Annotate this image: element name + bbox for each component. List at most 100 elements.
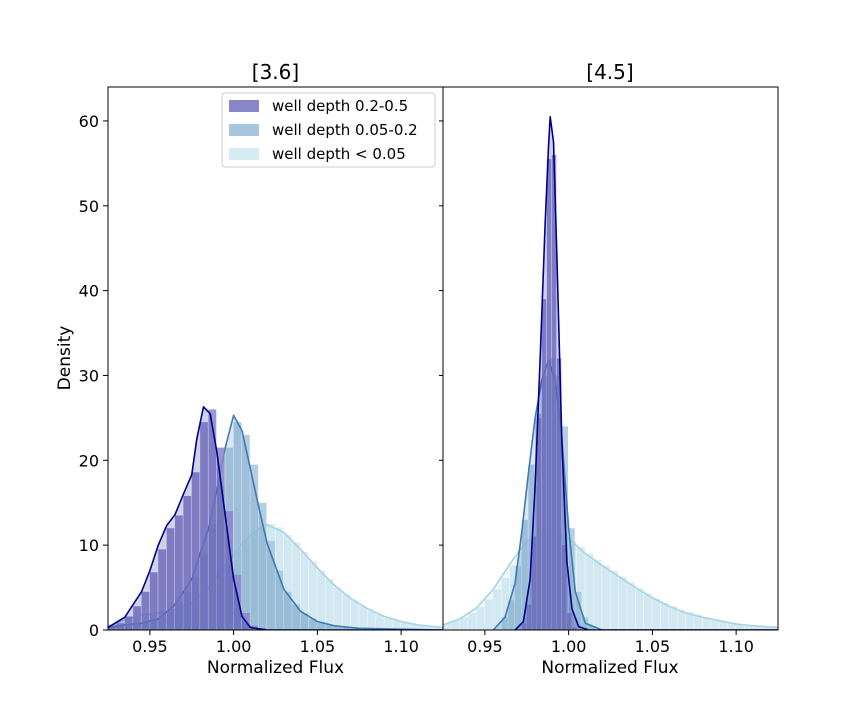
kde-area bbox=[443, 531, 778, 630]
hist-bar bbox=[501, 578, 510, 630]
hist-bar bbox=[401, 622, 409, 630]
hist-bar bbox=[548, 358, 555, 630]
hist-bar bbox=[208, 409, 217, 630]
hist-bar bbox=[158, 549, 167, 630]
hist-bar bbox=[325, 624, 334, 630]
hist-bar bbox=[719, 620, 728, 630]
y-tick-label: 30 bbox=[79, 366, 99, 385]
panel-right-title: [4.5] bbox=[586, 60, 633, 84]
hist-bar bbox=[501, 617, 508, 630]
hist-bar bbox=[250, 464, 259, 630]
kde-area bbox=[108, 415, 443, 630]
hist-bar bbox=[292, 542, 301, 630]
hist-bar bbox=[566, 613, 572, 630]
hist-bar bbox=[669, 606, 677, 630]
panel-1-content bbox=[443, 115, 778, 630]
hist-bar bbox=[342, 594, 351, 630]
hist-bar bbox=[556, 358, 562, 630]
series-0-2 bbox=[108, 406, 443, 630]
hist-bar bbox=[242, 434, 250, 630]
hist-bar bbox=[652, 598, 661, 630]
hist-bar bbox=[476, 607, 485, 630]
hist-bar bbox=[300, 613, 309, 630]
hist-bar bbox=[593, 559, 602, 630]
legend-label-0: well depth 0.2-0.5 bbox=[272, 97, 408, 115]
hist-bar bbox=[233, 422, 242, 630]
panel-0-content bbox=[108, 406, 443, 630]
hist-bar bbox=[660, 602, 669, 630]
hist-bar bbox=[536, 417, 542, 630]
legend-frame bbox=[221, 92, 436, 168]
kde-area bbox=[108, 406, 443, 630]
hist-bar bbox=[635, 588, 644, 630]
hist-bar bbox=[702, 617, 711, 630]
hist-bar bbox=[685, 612, 694, 630]
hist-bar bbox=[141, 591, 150, 630]
hist-bar bbox=[149, 572, 158, 630]
legend-label-1: well depth 0.05-0.2 bbox=[272, 121, 418, 139]
hist-bar bbox=[459, 617, 468, 630]
x-tick-label: 1.00 bbox=[216, 637, 252, 656]
hist-bar bbox=[342, 627, 351, 630]
hist-bar bbox=[744, 624, 753, 630]
hist-bar bbox=[561, 545, 567, 630]
hist-bar bbox=[752, 625, 761, 630]
hist-bar bbox=[124, 616, 133, 630]
hist-bar bbox=[551, 154, 557, 630]
hist-bar bbox=[283, 591, 292, 630]
y-axis-label-group: Density bbox=[55, 326, 75, 391]
hist-bar bbox=[521, 519, 528, 630]
legend-label-2: well depth < 0.05 bbox=[272, 145, 406, 163]
kde-line bbox=[514, 115, 778, 630]
panel-right: [4.5] Normalized Flux 0.95 1.00 1.05 1.10 bbox=[439, 60, 779, 678]
hist-bar bbox=[334, 587, 342, 630]
y-tick-label: 50 bbox=[79, 197, 99, 216]
hist-bar bbox=[108, 626, 116, 630]
hist-bar bbox=[283, 534, 292, 630]
panel-left-title: [3.6] bbox=[252, 60, 299, 84]
panel-left-x-axis-label: Normalized Flux bbox=[207, 658, 344, 678]
hist-bar bbox=[384, 618, 393, 630]
panel-left: [3.6] Normalized Flux 0.95 1.00 1.05 1.10 0 1… bbox=[79, 60, 444, 678]
hist-bar bbox=[451, 620, 460, 630]
hist-bar bbox=[434, 627, 443, 630]
legend-swatch-1 bbox=[229, 124, 259, 136]
hist-bar bbox=[292, 604, 301, 630]
hist-bar bbox=[588, 625, 595, 630]
x-tick-label: 1.05 bbox=[635, 637, 671, 656]
x-tick-label: 0.95 bbox=[467, 637, 503, 656]
hist-bar bbox=[183, 495, 192, 630]
hist-bar bbox=[627, 582, 636, 630]
hist-bar bbox=[677, 609, 686, 630]
hist-bar bbox=[359, 606, 368, 630]
hist-bar bbox=[225, 511, 234, 630]
hist-bar bbox=[510, 565, 518, 630]
hist-bar bbox=[610, 570, 619, 630]
hist-bar bbox=[541, 299, 547, 630]
hist-bar bbox=[200, 422, 208, 630]
hist-bar bbox=[267, 540, 275, 630]
hist-bar bbox=[761, 626, 770, 630]
legend: well depth 0.2-0.5 well depth 0.05-0.2 w… bbox=[221, 92, 436, 168]
y-tick-label: 40 bbox=[79, 282, 99, 301]
hist-bar bbox=[468, 613, 476, 630]
y-tick-label: 20 bbox=[79, 451, 99, 470]
hist-bar bbox=[493, 589, 502, 630]
kde-line bbox=[108, 406, 443, 630]
hist-bar bbox=[317, 570, 326, 630]
panel-right-x-axis-label: Normalized Flux bbox=[541, 658, 678, 678]
hist-bar bbox=[417, 625, 426, 630]
hist-bar bbox=[392, 620, 401, 630]
legend-swatch-0 bbox=[229, 100, 259, 112]
hist-bar bbox=[575, 591, 582, 630]
hist-bar bbox=[577, 546, 585, 630]
hist-bar bbox=[736, 624, 744, 630]
hist-bar bbox=[309, 561, 317, 630]
hist-bar bbox=[568, 528, 575, 630]
panel-left-plot-area: 0.95 1.00 1.05 1.10 0 10 20 30 40 50 60 bbox=[79, 86, 444, 656]
hist-bar bbox=[325, 579, 334, 630]
hist-bar bbox=[216, 447, 225, 630]
hist-bar bbox=[571, 627, 577, 630]
y-tick-label: 0 bbox=[89, 621, 99, 640]
